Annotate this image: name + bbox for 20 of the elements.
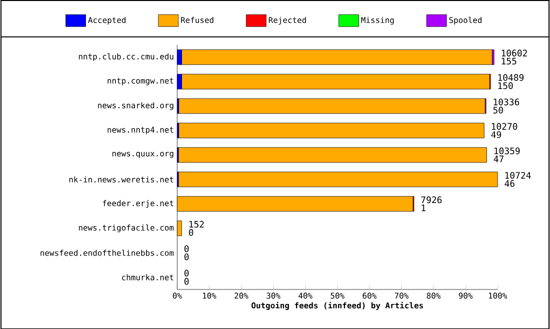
annotation: 10270 bbox=[492, 122, 518, 130]
annotation: 152 bbox=[189, 220, 204, 228]
annotation: 1 bbox=[422, 204, 426, 211]
annotation: 0 bbox=[184, 253, 189, 260]
annotation: 49 bbox=[491, 131, 501, 138]
annotation: 46 bbox=[504, 180, 514, 187]
annotation: 0 bbox=[184, 245, 189, 252]
annotation: 0 bbox=[184, 278, 189, 285]
annotation: 10336 bbox=[494, 98, 520, 106]
annotation: 50 bbox=[493, 106, 503, 114]
annotation: 0 bbox=[184, 270, 189, 276]
annotation: 0 bbox=[188, 228, 194, 236]
annotation: 10602 bbox=[502, 49, 527, 56]
annotation: 10489 bbox=[498, 74, 524, 81]
annotation: 10724 bbox=[505, 172, 531, 179]
annotation: 155 bbox=[502, 58, 516, 64]
annotation: 47 bbox=[494, 155, 504, 162]
annotation: 10359 bbox=[494, 147, 520, 154]
annotation: 150 bbox=[498, 82, 513, 89]
annotation: 7926 bbox=[421, 196, 442, 203]
